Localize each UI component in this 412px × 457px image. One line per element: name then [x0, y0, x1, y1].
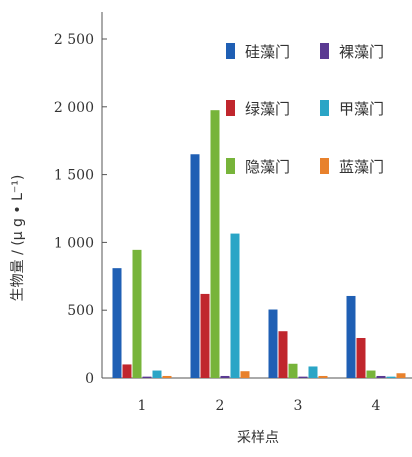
bar-series-2-point-0	[132, 249, 142, 378]
bar-series-5-point-2	[318, 375, 328, 378]
y-tick-label: 2 500	[54, 32, 94, 48]
axes	[101, 12, 412, 379]
bar-series-5-point-1	[240, 371, 250, 378]
legend-swatch-5	[320, 158, 329, 174]
legend-swatch-0	[226, 43, 235, 59]
bar-series-0-point-0	[112, 268, 122, 378]
bar-series-2-point-3	[366, 370, 376, 378]
y-tick-label: 500	[67, 303, 94, 319]
x-axis-title: 采样点	[237, 430, 279, 446]
bar-series-0-point-2	[268, 309, 278, 378]
bar-series-5-point-0	[162, 375, 172, 378]
bar-series-4-point-3	[386, 376, 396, 378]
bar-series-4-point-1	[230, 233, 240, 378]
bars	[112, 110, 406, 378]
bar-series-4-point-0	[152, 370, 162, 378]
legend-swatch-1	[226, 100, 235, 116]
y-tick-label: 0	[85, 371, 94, 387]
legend-label-1: 绿藻门	[245, 100, 290, 118]
legend-label-4: 甲藻门	[339, 100, 384, 118]
bar-series-4-point-2	[308, 366, 318, 378]
bar-series-0-point-3	[346, 295, 356, 378]
bar-series-3-point-0	[142, 376, 152, 378]
legend: 硅藻门 绿藻门 隐藻门 裸藻门 甲藻门 蓝藻门	[226, 43, 384, 176]
x-tick-label: 2	[216, 398, 225, 414]
legend-label-5: 蓝藻门	[339, 158, 384, 176]
bar-series-0-point-1	[190, 154, 200, 378]
bar-series-1-point-2	[278, 331, 288, 378]
x-tick-label: 4	[372, 398, 381, 414]
y-tick-label: 1 500	[54, 168, 94, 184]
bar-series-1-point-3	[356, 337, 366, 378]
bar-series-3-point-2	[298, 376, 308, 378]
bar-series-2-point-2	[288, 363, 298, 378]
x-ticks: 1 2 3 4	[138, 398, 381, 414]
bar-series-1-point-1	[200, 293, 210, 378]
bar-series-1-point-0	[122, 364, 132, 378]
legend-swatch-4	[320, 100, 329, 116]
y-tick-label: 2 000	[54, 100, 94, 116]
x-tick-label: 3	[294, 398, 303, 414]
legend-label-0: 硅藻门	[245, 43, 290, 61]
y-axis-title: 生物量 / (μ g • L⁻¹)	[10, 175, 26, 302]
legend-label-2: 隐藻门	[245, 158, 290, 176]
legend-swatch-2	[226, 158, 235, 174]
x-tick-label: 1	[138, 398, 147, 414]
bar-series-3-point-3	[376, 375, 386, 378]
bar-series-5-point-3	[396, 373, 406, 378]
y-ticks: 0 500 1 000 1 500 2 000 2 500	[54, 32, 107, 387]
bar-series-3-point-1	[220, 375, 230, 378]
bar-series-2-point-1	[210, 110, 220, 378]
y-tick-label: 1 000	[54, 235, 94, 251]
legend-label-3: 裸藻门	[339, 43, 384, 61]
legend-swatch-3	[320, 43, 329, 59]
